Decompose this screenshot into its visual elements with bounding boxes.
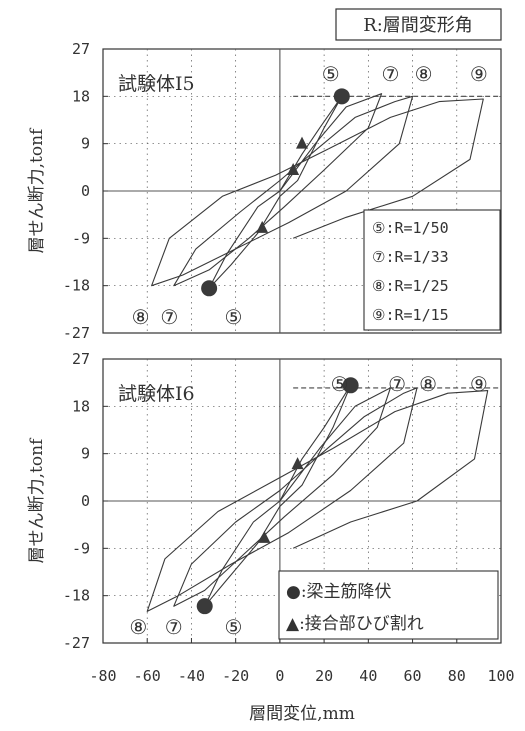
cycle-label-bottom: ⑤ [224, 615, 242, 639]
x-tick-label: 80 [448, 667, 466, 685]
y-tick-label: -18 [63, 587, 90, 605]
hysteresis-loop-4 [292, 98, 484, 239]
hysteresis-loop-1 [208, 95, 343, 289]
cycle-label-bottom: ⑤ [224, 305, 242, 329]
legend-r33: ⑦:R=1/33 [372, 248, 449, 266]
cycle-label-top: ⑧ [419, 372, 437, 396]
panel-1-cycle-labels: ⑤ ⑦ ⑧ ⑨⑧ ⑦ ⑤ [132, 62, 488, 329]
legend-r15: ⑨:R=1/15 [372, 306, 449, 324]
y-axis-label-panel-1: 層せん断力,tonf [27, 127, 47, 253]
panel-1-title: 試験体Ⅰ5 [118, 73, 195, 95]
cycle-label-bottom: ⑦ [165, 615, 183, 639]
panel-2-markers [196, 377, 359, 615]
y-tick-label: -9 [72, 229, 90, 247]
x-tick-label: 20 [315, 667, 333, 685]
y-tick-label: -9 [72, 539, 90, 557]
x-tick-label: -60 [134, 667, 161, 685]
y-tick-label: 27 [72, 40, 90, 58]
yield-marker [342, 377, 359, 394]
y-tick-label: 27 [72, 350, 90, 368]
y-tick-label: -27 [63, 634, 90, 652]
cycle-label-bottom: ⑧ [132, 305, 150, 329]
cycle-label-bottom: ⑧ [129, 615, 147, 639]
panel-2-y-ticks: 27 18 9 0 -9 -18 -27 [63, 350, 108, 652]
cycle-label-top: ⑦ [381, 62, 399, 86]
y-tick-label: -18 [63, 277, 90, 295]
y-tick-label: 0 [81, 182, 90, 200]
hysteresis-loop-4 [292, 390, 489, 549]
x-tick-label: -80 [89, 667, 116, 685]
x-tick-label: -40 [178, 667, 205, 685]
x-tick-label: 40 [359, 667, 377, 685]
x-tick-label: 100 [487, 667, 514, 685]
crack-marker [287, 162, 300, 175]
panel-1-y-ticks: 27 18 9 0 -9 -18 -27 [63, 40, 108, 342]
cycle-label-top: ⑨ [470, 372, 488, 396]
x-tick-label: 0 [275, 667, 284, 685]
x-tick-label: -20 [222, 667, 249, 685]
y-tick-label: 0 [81, 492, 90, 510]
cycle-label-top: ⑤ [331, 372, 349, 396]
hysteresis-loop-3 [146, 387, 418, 612]
cycle-label-top: ⑧ [415, 62, 433, 86]
y-tick-label: 9 [81, 445, 90, 463]
rotation-note-box [335, 8, 502, 41]
y-tick-label: 18 [72, 397, 90, 415]
y-tick-label: -27 [63, 324, 90, 342]
yield-marker [196, 598, 213, 615]
legend-rebar-yield: ●:梁主筋降伏 [286, 582, 392, 602]
cycle-label-bottom: ⑦ [160, 305, 178, 329]
legend-joint-crack: ▲:接合部ひび割れ [286, 614, 424, 634]
panel-2-legend-box [278, 570, 499, 640]
y-tick-label: 18 [72, 87, 90, 105]
cycle-label-top: ⑤ [322, 62, 340, 86]
crack-marker [291, 457, 304, 470]
panel-2-cycle-labels: ⑤ ⑦ ⑧ ⑨⑧ ⑦ ⑤ [129, 372, 487, 639]
y-tick-label: 9 [81, 135, 90, 153]
cycle-label-top: ⑨ [470, 62, 488, 86]
crack-marker [258, 530, 271, 543]
hysteresis-loop-3 [151, 95, 414, 287]
x-tick-labels: -80 -60 -40 -20 0 20 40 60 80 100 [89, 638, 515, 685]
x-tick-label: 60 [404, 667, 422, 685]
rotation-note: R:層間変形角 [363, 15, 473, 36]
yield-marker [201, 280, 218, 297]
panel-1-markers [201, 88, 350, 297]
panel-1-loops [151, 93, 484, 289]
hysteresis-loop-2 [173, 93, 383, 287]
y-axis-label-panel-2: 層せん断力,tonf [27, 437, 47, 563]
crack-marker [296, 136, 308, 149]
x-axis-label: 層間変位,mm [249, 704, 355, 724]
panel-1-legend-box [363, 209, 501, 331]
legend-r25: ⑧:R=1/25 [372, 277, 449, 295]
yield-marker [333, 88, 350, 105]
legend-r50: ⑤:R=1/50 [372, 219, 449, 237]
crack-marker [256, 220, 269, 233]
cycle-label-top: ⑦ [388, 372, 406, 396]
panel-2-title: 試験体Ⅰ6 [118, 383, 195, 405]
